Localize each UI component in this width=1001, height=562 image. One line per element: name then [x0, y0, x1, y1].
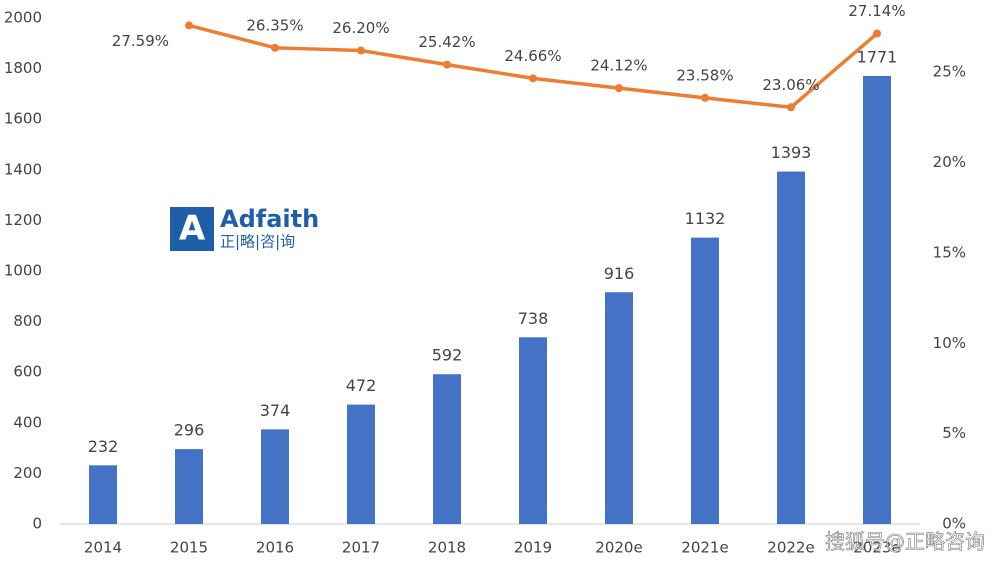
bar-value-label: 374: [260, 401, 291, 420]
x-tick-label: 2016: [256, 539, 294, 557]
y-tick-label: 0: [32, 515, 42, 533]
x-tick-label: 2014: [84, 539, 122, 557]
bar: [605, 292, 633, 524]
logo-text: Adfaith: [220, 205, 319, 233]
y2-tick-label: 10%: [933, 334, 966, 352]
bar-value-label: 296: [174, 421, 205, 440]
line-point: [443, 60, 451, 69]
bar: [261, 429, 289, 524]
x-tick-label: 2015: [170, 539, 208, 557]
y-tick-label: 1600: [4, 110, 42, 128]
line-value-label: 23.06%: [762, 76, 819, 94]
line-value-label: 27.59%: [112, 32, 169, 50]
logo-glyph: A: [179, 209, 206, 249]
y2-tick-label: 0%: [942, 515, 966, 533]
x-tick-label: 2019: [514, 539, 552, 557]
y-tick-label: 1000: [4, 262, 42, 280]
bar-value-label: 1132: [685, 209, 726, 228]
logo-icon: [170, 207, 214, 251]
bar-value-label: 738: [518, 309, 549, 328]
bar-value-label: 472: [346, 376, 377, 395]
bar: [175, 449, 203, 524]
watermark: 搜狐号@正略咨询: [825, 530, 985, 554]
y2-tick-label: 25%: [933, 63, 966, 81]
line-value-label: 26.35%: [246, 16, 303, 34]
bar-value-label: 1393: [771, 143, 812, 162]
bar-value-label: 232: [88, 437, 119, 456]
y2-tick-label: 20%: [933, 153, 966, 171]
bar: [433, 374, 461, 524]
x-tick-label: 2021e: [681, 539, 728, 557]
bar-value-label: 592: [432, 346, 463, 365]
bar: [863, 75, 891, 524]
x-tick-label: 2023e: [853, 539, 900, 557]
bar: [347, 404, 375, 524]
bar: [691, 237, 719, 524]
line-value-label: 26.20%: [332, 19, 389, 37]
x-tick-label: 2022e: [767, 539, 814, 557]
y-tick-label: 1800: [4, 59, 42, 77]
y2-tick-label: 5%: [942, 424, 966, 442]
y-tick-label: 1200: [4, 211, 42, 229]
line-value-label: 25.42%: [418, 33, 475, 51]
line-point: [271, 43, 279, 52]
bar: [89, 465, 117, 524]
line-point: [615, 84, 623, 93]
y-tick-label: 2000: [4, 9, 42, 27]
line-value-label: 27.14%: [848, 2, 905, 20]
line: [188, 23, 879, 110]
y-tick-label: 600: [13, 363, 42, 381]
y2-tick-label: 15%: [933, 243, 966, 261]
x-tick-label: 2020e: [595, 539, 642, 557]
line-point: [357, 46, 365, 55]
line-point: [701, 93, 709, 102]
line-value-label: 23.58%: [676, 66, 733, 84]
y-tick-label: 800: [13, 312, 42, 330]
line-point: [873, 29, 881, 38]
x-tick-label: 2017: [342, 539, 380, 557]
y-tick-label: 400: [13, 413, 42, 431]
line-point: [185, 21, 193, 30]
y-tick-label: 1400: [4, 160, 42, 178]
bar-value-label: 916: [604, 264, 635, 283]
x-tick-label: 2018: [428, 539, 466, 557]
line-point: [529, 74, 537, 83]
line-value-label: 24.66%: [504, 47, 561, 65]
bar: [777, 171, 805, 525]
logo-subtitle: 正|略|咨|询: [220, 233, 295, 251]
line-point: [787, 103, 795, 112]
y-tick-label: 200: [13, 464, 42, 482]
bar-value-label: 1771: [857, 47, 898, 66]
bar: [519, 337, 547, 524]
line-value-label: 24.12%: [590, 57, 647, 75]
